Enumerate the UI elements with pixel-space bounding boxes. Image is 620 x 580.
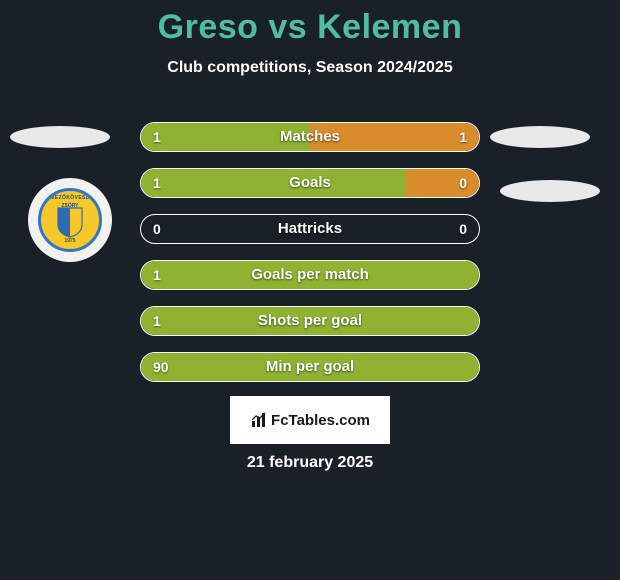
crest-inner: MEZŐKÖVESD ZSÓRY 1975 xyxy=(38,188,102,252)
page-title: Greso vs Kelemen xyxy=(0,0,620,47)
stat-row: 00Hattricks xyxy=(140,214,480,244)
source-badge: FcTables.com xyxy=(230,396,390,444)
stat-label: Matches xyxy=(141,123,479,151)
chart-icon xyxy=(250,411,268,429)
placeholder-oval xyxy=(500,180,600,202)
stat-row: 1Shots per goal xyxy=(140,306,480,336)
infographic-container: Greso vs Kelemen Club competitions, Seas… xyxy=(0,0,620,580)
page-subtitle: Club competitions, Season 2024/2025 xyxy=(0,59,620,77)
crest-line3: 1975 xyxy=(64,238,75,244)
crest-line1: MEZŐKÖVESD xyxy=(50,195,90,201)
badge-text: FcTables.com xyxy=(271,412,370,429)
placeholder-oval xyxy=(490,126,590,148)
placeholder-oval xyxy=(10,126,110,148)
crest-shield-icon xyxy=(56,206,84,238)
stat-row: 11Matches xyxy=(140,122,480,152)
comparison-bars: 11Matches 10Goals 00Hattricks 1Goals per ma… xyxy=(140,122,480,398)
stat-row: 90Min per goal xyxy=(140,352,480,382)
stat-label: Hattricks xyxy=(141,215,479,243)
stat-row: 10Goals xyxy=(140,168,480,198)
stat-label: Goals per match xyxy=(141,261,479,289)
stat-row: 1Goals per match xyxy=(140,260,480,290)
stat-label: Min per goal xyxy=(141,353,479,381)
stat-label: Goals xyxy=(141,169,479,197)
stat-label: Shots per goal xyxy=(141,307,479,335)
date-text: 21 february 2025 xyxy=(0,454,620,472)
team-crest-left: MEZŐKÖVESD ZSÓRY 1975 xyxy=(28,178,112,262)
crest-outer: MEZŐKÖVESD ZSÓRY 1975 xyxy=(28,178,112,262)
